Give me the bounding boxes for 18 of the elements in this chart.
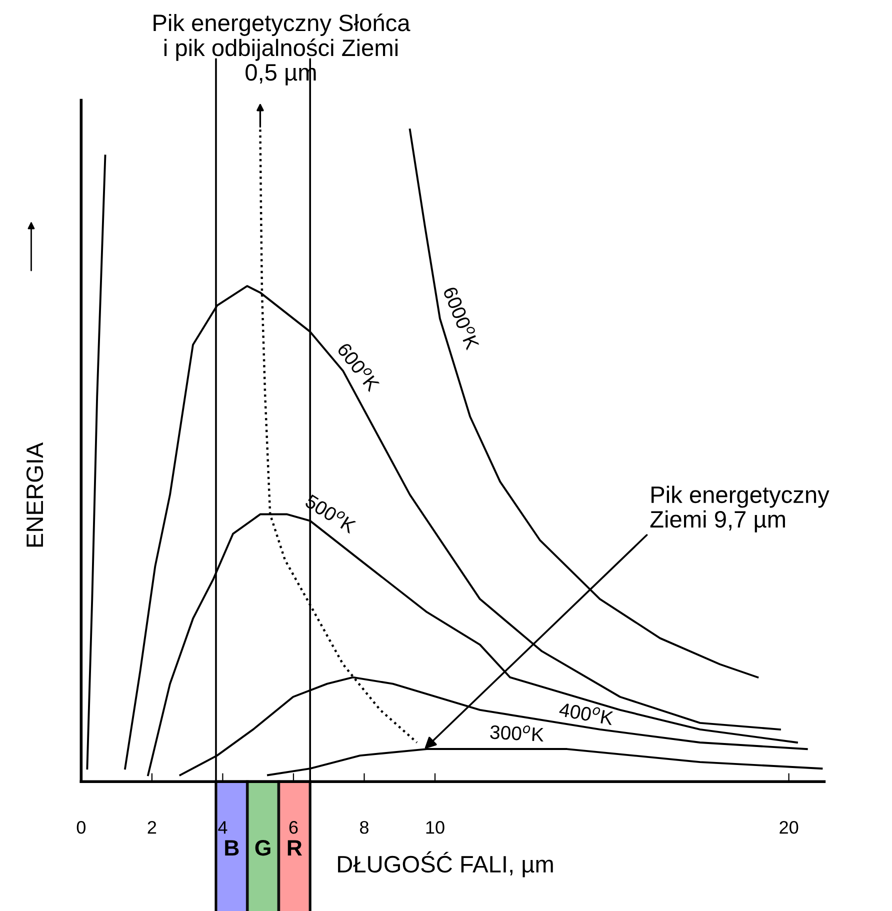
x-tick-label: 6 xyxy=(289,821,298,834)
text: B xyxy=(225,840,239,856)
y-axis-title: ENERGIA xyxy=(26,442,44,547)
x-tick-label: 8 xyxy=(360,821,368,834)
text: R xyxy=(288,840,302,856)
text: 500$^{o}$K xyxy=(304,492,358,534)
x-axis-title: DŁUGOŚĆ FALI, µm xyxy=(338,851,553,878)
text: G xyxy=(255,840,270,856)
text: 400$^{o}$K xyxy=(558,700,614,726)
text: 6000$^{o}$K xyxy=(442,285,481,351)
x-tick-label: 0 xyxy=(76,821,86,834)
annotation: Pik energetyczny Ziemi 9,7 µm xyxy=(650,486,830,532)
series-label: 300$^{o}$K xyxy=(490,724,544,742)
x-tick-label: 2 xyxy=(148,821,156,834)
x-tick-label: 20 xyxy=(780,821,798,834)
text: 600$^{o}$K xyxy=(336,341,382,392)
x-tick-label: 10 xyxy=(426,821,444,834)
x-tick-label: 4 xyxy=(218,821,228,834)
